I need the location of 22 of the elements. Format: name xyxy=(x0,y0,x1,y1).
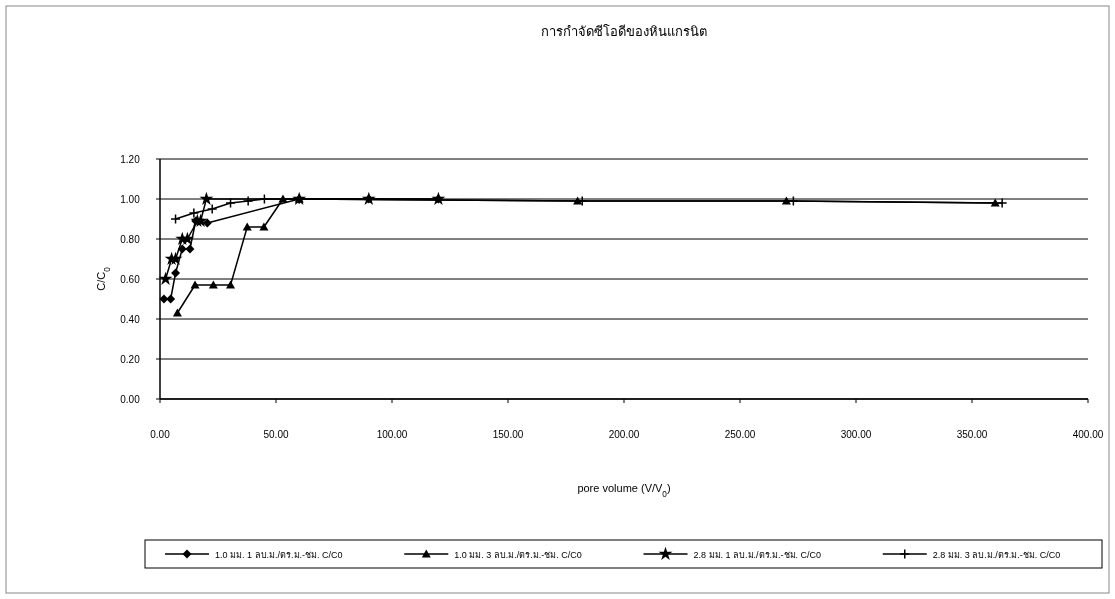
legend-label: 1.0 มม. 3 ลบ.ม./ตร.ม.-ชม. C/C0 xyxy=(454,550,582,560)
y-tick-label: 0.20 xyxy=(120,354,141,365)
y-tick-label: 1.20 xyxy=(120,154,141,165)
y-tick-label: 1.00 xyxy=(120,194,141,205)
y-tick-label: 0.40 xyxy=(120,314,141,325)
x-tick-label: 100.00 xyxy=(376,429,408,440)
x-tick-label: 300.00 xyxy=(840,429,872,440)
x-tick-label: 400.00 xyxy=(1072,429,1104,440)
x-tick-label: 0.00 xyxy=(150,429,171,440)
x-axis-title: pore volume (V/V$_{0}$) xyxy=(577,482,671,499)
x-tick-label: 350.00 xyxy=(956,429,988,440)
y-tick-label: 0.00 xyxy=(120,394,141,405)
legend-label: 2.8 มม. 1 ลบ.ม./ตร.ม.-ชม. C/C0 xyxy=(693,550,822,560)
x-tick-label: 250.00 xyxy=(724,429,756,440)
x-tick-label: 200.00 xyxy=(608,429,640,440)
chart-title: การกำจัดซีโอดีของหินแกรนิต xyxy=(541,24,707,39)
y-tick-label: 0.80 xyxy=(120,234,141,245)
x-tick-label: 50.00 xyxy=(263,429,289,440)
y-tick-label: 0.60 xyxy=(120,274,141,285)
legend-label: 1.0 มม. 1 ลบ.ม./ตร.ม.-ชม. C/C0 xyxy=(215,550,343,560)
legend-label: 2.8 มม. 3 ลบ.ม./ตร.ม.-ชม. C/C0 xyxy=(932,550,1061,560)
x-tick-label: 150.00 xyxy=(492,429,524,440)
